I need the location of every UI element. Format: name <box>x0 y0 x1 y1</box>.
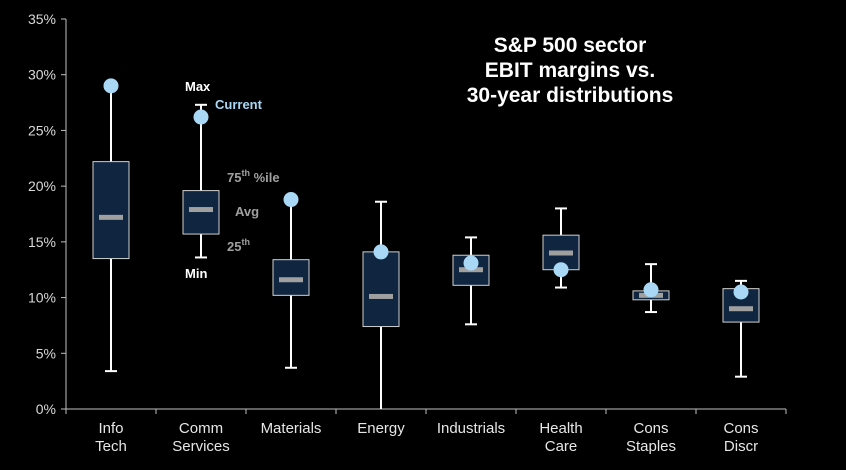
y-tick-label: 5% <box>36 345 56 361</box>
current-marker <box>193 109 209 125</box>
category-label: Cons Discr <box>723 420 758 455</box>
annotation-max: Max <box>185 79 211 94</box>
annotation-current: Current <box>215 97 263 112</box>
box-plot-industrials <box>452 236 490 326</box>
y-tick-label: 30% <box>28 67 56 83</box>
category-label: Energy <box>357 420 405 437</box>
chart-title-line: 30-year distributions <box>467 84 674 107</box>
category-label: Materials <box>261 420 322 437</box>
current-marker <box>463 255 479 271</box>
category-label: Comm Services <box>172 420 230 455</box>
current-marker <box>643 282 659 298</box>
y-tick-label: 20% <box>28 178 56 194</box>
average-marker <box>279 277 303 283</box>
legend-annotations: Max Current 75th %ile Avg 25th Min <box>185 79 280 281</box>
category-label: Health Care <box>539 420 582 455</box>
annotation-75th-percentile: 75th %ile <box>227 168 280 185</box>
box-plot-cons-staples <box>632 263 670 314</box>
category-labels: Info Tech Comm Services Materials Energy Indus… <box>95 420 758 455</box>
box-plot-cons-discr <box>722 279 760 378</box>
current-marker <box>553 262 569 278</box>
box-plot-info-tech <box>92 78 130 373</box>
average-marker <box>189 207 213 213</box>
y-tick-label: 0% <box>36 401 56 417</box>
y-tick-label: 35% <box>28 11 56 27</box>
average-marker <box>729 306 753 312</box>
box-plots <box>92 78 760 409</box>
category-label: Industrials <box>437 420 505 437</box>
box-plot-health-care <box>542 207 580 289</box>
y-tick-label: 15% <box>28 234 56 250</box>
chart-title-line: EBIT margins vs. <box>485 59 655 82</box>
current-marker <box>103 78 119 94</box>
box-plot-materials <box>272 192 310 369</box>
average-marker <box>369 293 393 299</box>
annotation-avg: Avg <box>235 204 259 219</box>
iqr-box <box>362 251 400 328</box>
category-label: Info Tech <box>95 420 127 455</box>
chart-title-line: S&P 500 sector <box>494 34 647 57</box>
current-marker <box>373 244 389 260</box>
box-plot-comm-services <box>182 103 220 259</box>
y-tick-label: 10% <box>28 290 56 306</box>
average-marker <box>99 214 123 220</box>
iqr-box <box>182 190 220 235</box>
y-tick-label: 25% <box>28 122 56 138</box>
annotation-25th-percentile: 25th <box>227 237 250 254</box>
current-marker <box>733 284 749 300</box>
annotation-min: Min <box>185 266 207 281</box>
average-marker <box>549 250 573 256</box>
axes: 0% 5% 10% 15% 20% 25% 30% 35% <box>28 11 787 417</box>
current-marker <box>283 192 299 208</box>
category-label: Cons Staples <box>626 420 676 455</box>
box-plot-energy <box>362 200 400 409</box>
iqr-box <box>92 161 130 260</box>
